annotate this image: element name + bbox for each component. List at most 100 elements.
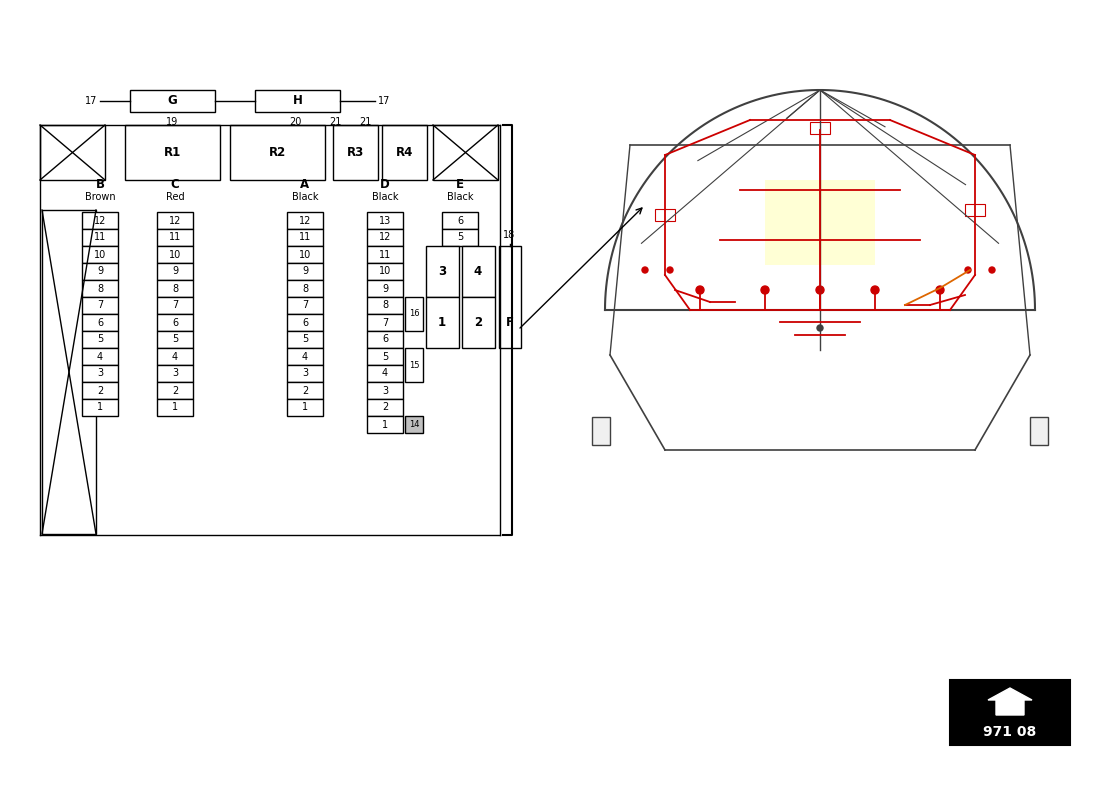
- Text: C: C: [170, 178, 179, 191]
- Text: 16: 16: [409, 310, 419, 318]
- Text: 11: 11: [378, 250, 392, 259]
- Text: 9: 9: [172, 266, 178, 277]
- FancyBboxPatch shape: [950, 680, 1070, 745]
- Text: 2: 2: [382, 402, 388, 413]
- Text: 17: 17: [378, 96, 390, 106]
- FancyBboxPatch shape: [157, 331, 192, 348]
- Text: 18: 18: [504, 230, 516, 240]
- FancyBboxPatch shape: [1030, 417, 1048, 445]
- Text: 5: 5: [382, 351, 388, 362]
- FancyBboxPatch shape: [40, 125, 104, 180]
- Text: 1: 1: [97, 402, 103, 413]
- FancyBboxPatch shape: [230, 125, 324, 180]
- Text: 4: 4: [172, 351, 178, 362]
- Circle shape: [817, 325, 823, 331]
- FancyBboxPatch shape: [82, 314, 118, 331]
- Text: 8: 8: [172, 283, 178, 294]
- Text: 12: 12: [94, 215, 107, 226]
- Circle shape: [936, 286, 944, 294]
- FancyBboxPatch shape: [157, 263, 192, 280]
- FancyBboxPatch shape: [157, 348, 192, 365]
- Circle shape: [642, 267, 648, 273]
- FancyBboxPatch shape: [287, 399, 323, 416]
- FancyBboxPatch shape: [287, 229, 323, 246]
- Text: 1: 1: [438, 316, 447, 329]
- FancyBboxPatch shape: [382, 125, 427, 180]
- FancyBboxPatch shape: [287, 348, 323, 365]
- FancyBboxPatch shape: [287, 246, 323, 263]
- FancyBboxPatch shape: [82, 246, 118, 263]
- Text: R2: R2: [268, 146, 286, 159]
- Text: Brown: Brown: [85, 192, 116, 202]
- FancyBboxPatch shape: [287, 297, 323, 314]
- Text: 10: 10: [378, 266, 392, 277]
- Text: 6: 6: [456, 215, 463, 226]
- Circle shape: [816, 286, 824, 294]
- Circle shape: [696, 286, 704, 294]
- Polygon shape: [988, 688, 1032, 715]
- FancyBboxPatch shape: [157, 280, 192, 297]
- FancyBboxPatch shape: [367, 348, 403, 365]
- FancyBboxPatch shape: [42, 210, 96, 534]
- FancyBboxPatch shape: [287, 263, 323, 280]
- Text: 12: 12: [299, 215, 311, 226]
- FancyBboxPatch shape: [157, 382, 192, 399]
- Text: 12: 12: [378, 233, 392, 242]
- FancyBboxPatch shape: [82, 263, 118, 280]
- Text: 21: 21: [359, 117, 371, 127]
- FancyBboxPatch shape: [82, 212, 118, 229]
- Text: E: E: [456, 178, 464, 191]
- FancyBboxPatch shape: [764, 180, 875, 265]
- FancyBboxPatch shape: [654, 209, 675, 221]
- Text: 9: 9: [382, 283, 388, 294]
- FancyBboxPatch shape: [287, 212, 323, 229]
- Text: A: A: [300, 178, 309, 191]
- FancyBboxPatch shape: [157, 246, 192, 263]
- Circle shape: [667, 267, 673, 273]
- Text: 3: 3: [172, 369, 178, 378]
- Text: 11: 11: [299, 233, 311, 242]
- FancyBboxPatch shape: [442, 212, 478, 229]
- FancyBboxPatch shape: [125, 125, 220, 180]
- Text: 8: 8: [97, 283, 103, 294]
- Text: 6: 6: [382, 334, 388, 345]
- FancyBboxPatch shape: [367, 416, 403, 433]
- FancyBboxPatch shape: [405, 297, 424, 331]
- Text: 11: 11: [94, 233, 106, 242]
- Text: 4: 4: [97, 351, 103, 362]
- FancyBboxPatch shape: [157, 399, 192, 416]
- Text: 1: 1: [172, 402, 178, 413]
- Text: R1: R1: [164, 146, 182, 159]
- Text: 6: 6: [97, 318, 103, 327]
- FancyBboxPatch shape: [367, 263, 403, 280]
- FancyBboxPatch shape: [405, 416, 424, 433]
- Text: 9: 9: [97, 266, 103, 277]
- FancyBboxPatch shape: [82, 280, 118, 297]
- Text: 12: 12: [168, 215, 182, 226]
- FancyBboxPatch shape: [287, 314, 323, 331]
- Text: 4: 4: [301, 351, 308, 362]
- FancyBboxPatch shape: [130, 90, 214, 112]
- Text: G: G: [167, 94, 177, 107]
- Text: 971 08: 971 08: [983, 725, 1036, 739]
- FancyBboxPatch shape: [287, 280, 323, 297]
- Text: 13: 13: [378, 215, 392, 226]
- FancyBboxPatch shape: [157, 212, 192, 229]
- Text: 4: 4: [474, 265, 482, 278]
- Text: 15: 15: [409, 361, 419, 370]
- FancyBboxPatch shape: [442, 229, 478, 246]
- FancyBboxPatch shape: [82, 229, 118, 246]
- FancyBboxPatch shape: [462, 246, 495, 297]
- Text: 5: 5: [301, 334, 308, 345]
- FancyBboxPatch shape: [367, 399, 403, 416]
- Text: D: D: [381, 178, 389, 191]
- Circle shape: [871, 286, 879, 294]
- FancyBboxPatch shape: [433, 125, 498, 180]
- FancyBboxPatch shape: [82, 399, 118, 416]
- Text: 8: 8: [382, 301, 388, 310]
- FancyBboxPatch shape: [157, 229, 192, 246]
- FancyBboxPatch shape: [367, 314, 403, 331]
- FancyBboxPatch shape: [405, 348, 424, 382]
- Text: 2: 2: [172, 386, 178, 395]
- Text: 7: 7: [172, 301, 178, 310]
